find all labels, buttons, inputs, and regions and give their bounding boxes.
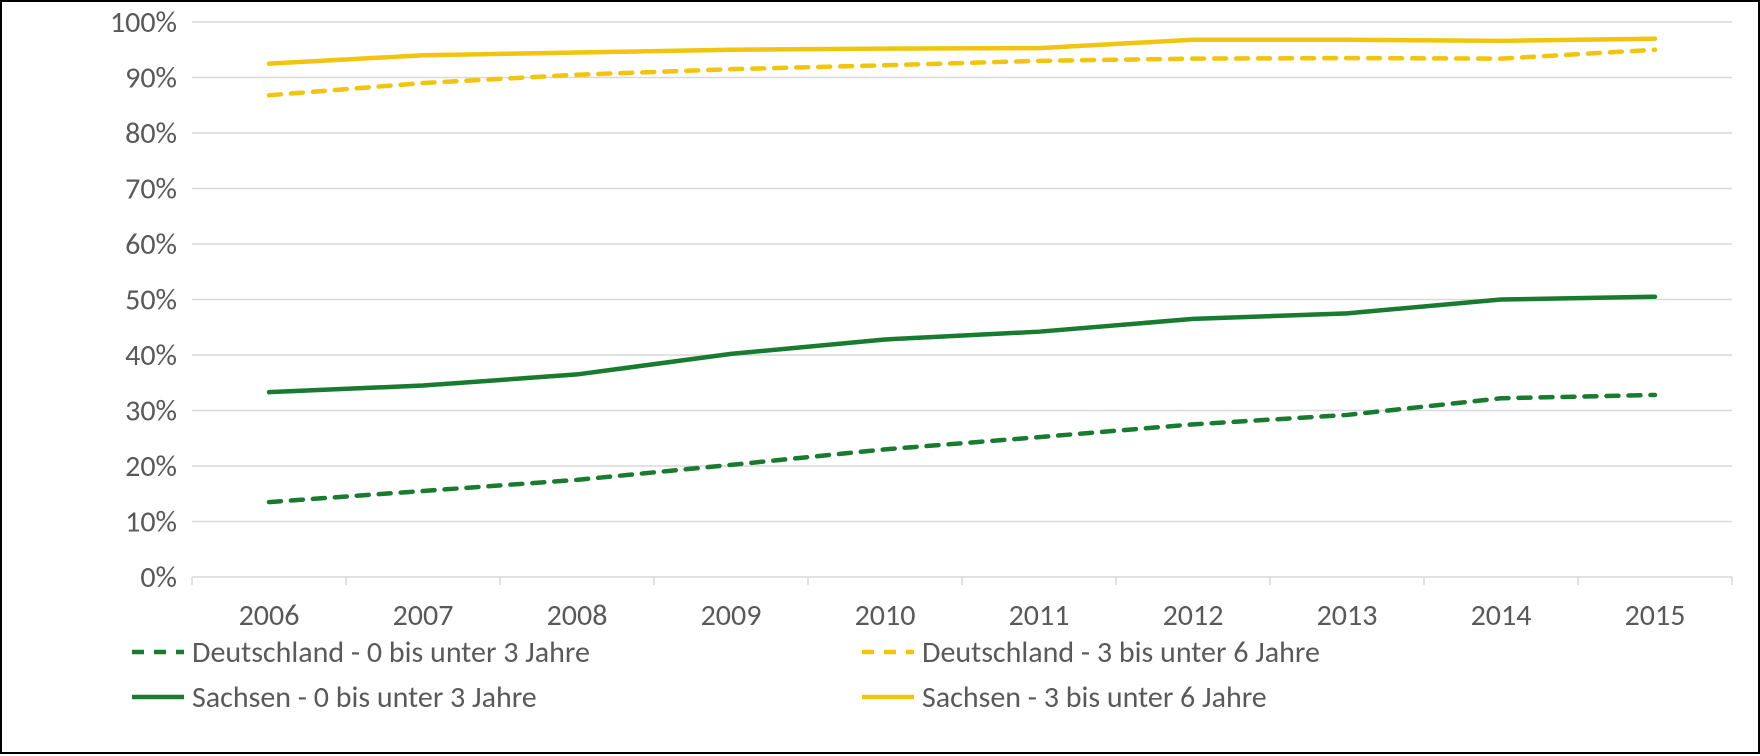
y-tick-label: 90% [125, 60, 177, 97]
y-tick-label: 40% [125, 337, 177, 374]
x-tick-label: 2006 [239, 597, 300, 634]
x-tick-label: 2015 [1625, 597, 1686, 634]
y-tick-label: 70% [125, 171, 177, 208]
x-tick-label: 2007 [393, 597, 454, 634]
x-tick-label: 2008 [547, 597, 608, 634]
legend-label: Sachsen - 3 bis unter 6 Jahre [922, 679, 1267, 716]
y-tick-label: 60% [125, 226, 177, 263]
y-tick-label: 10% [125, 504, 177, 541]
line-chart: 0% 10% 20% 30% 40% 50% 60% 70% 80% 90% 100% 2006 200… [2, 2, 1760, 756]
legend-label: Deutschland - 0 bis unter 3 Jahre [192, 634, 590, 671]
y-tick-label: 80% [125, 115, 177, 152]
y-tick-label: 100% [110, 4, 177, 41]
legend-label: Sachsen - 0 bis unter 3 Jahre [192, 679, 537, 716]
chart-container: 0% 10% 20% 30% 40% 50% 60% 70% 80% 90% 100% 2006 200… [0, 0, 1760, 754]
y-tick-label: 30% [125, 393, 177, 430]
x-tick-label: 2010 [855, 597, 916, 634]
y-tick-label: 50% [125, 282, 177, 319]
y-tick-label: 0% [140, 559, 177, 596]
x-tick-label: 2013 [1317, 597, 1378, 634]
x-tick-label: 2012 [1163, 597, 1224, 634]
x-tick-label: 2014 [1471, 597, 1532, 634]
y-tick-label: 20% [125, 448, 177, 485]
x-tick-label: 2011 [1009, 597, 1070, 634]
legend-label: Deutschland - 3 bis unter 6 Jahre [922, 634, 1320, 671]
x-tick-label: 2009 [701, 597, 762, 634]
series-line [269, 297, 1655, 392]
